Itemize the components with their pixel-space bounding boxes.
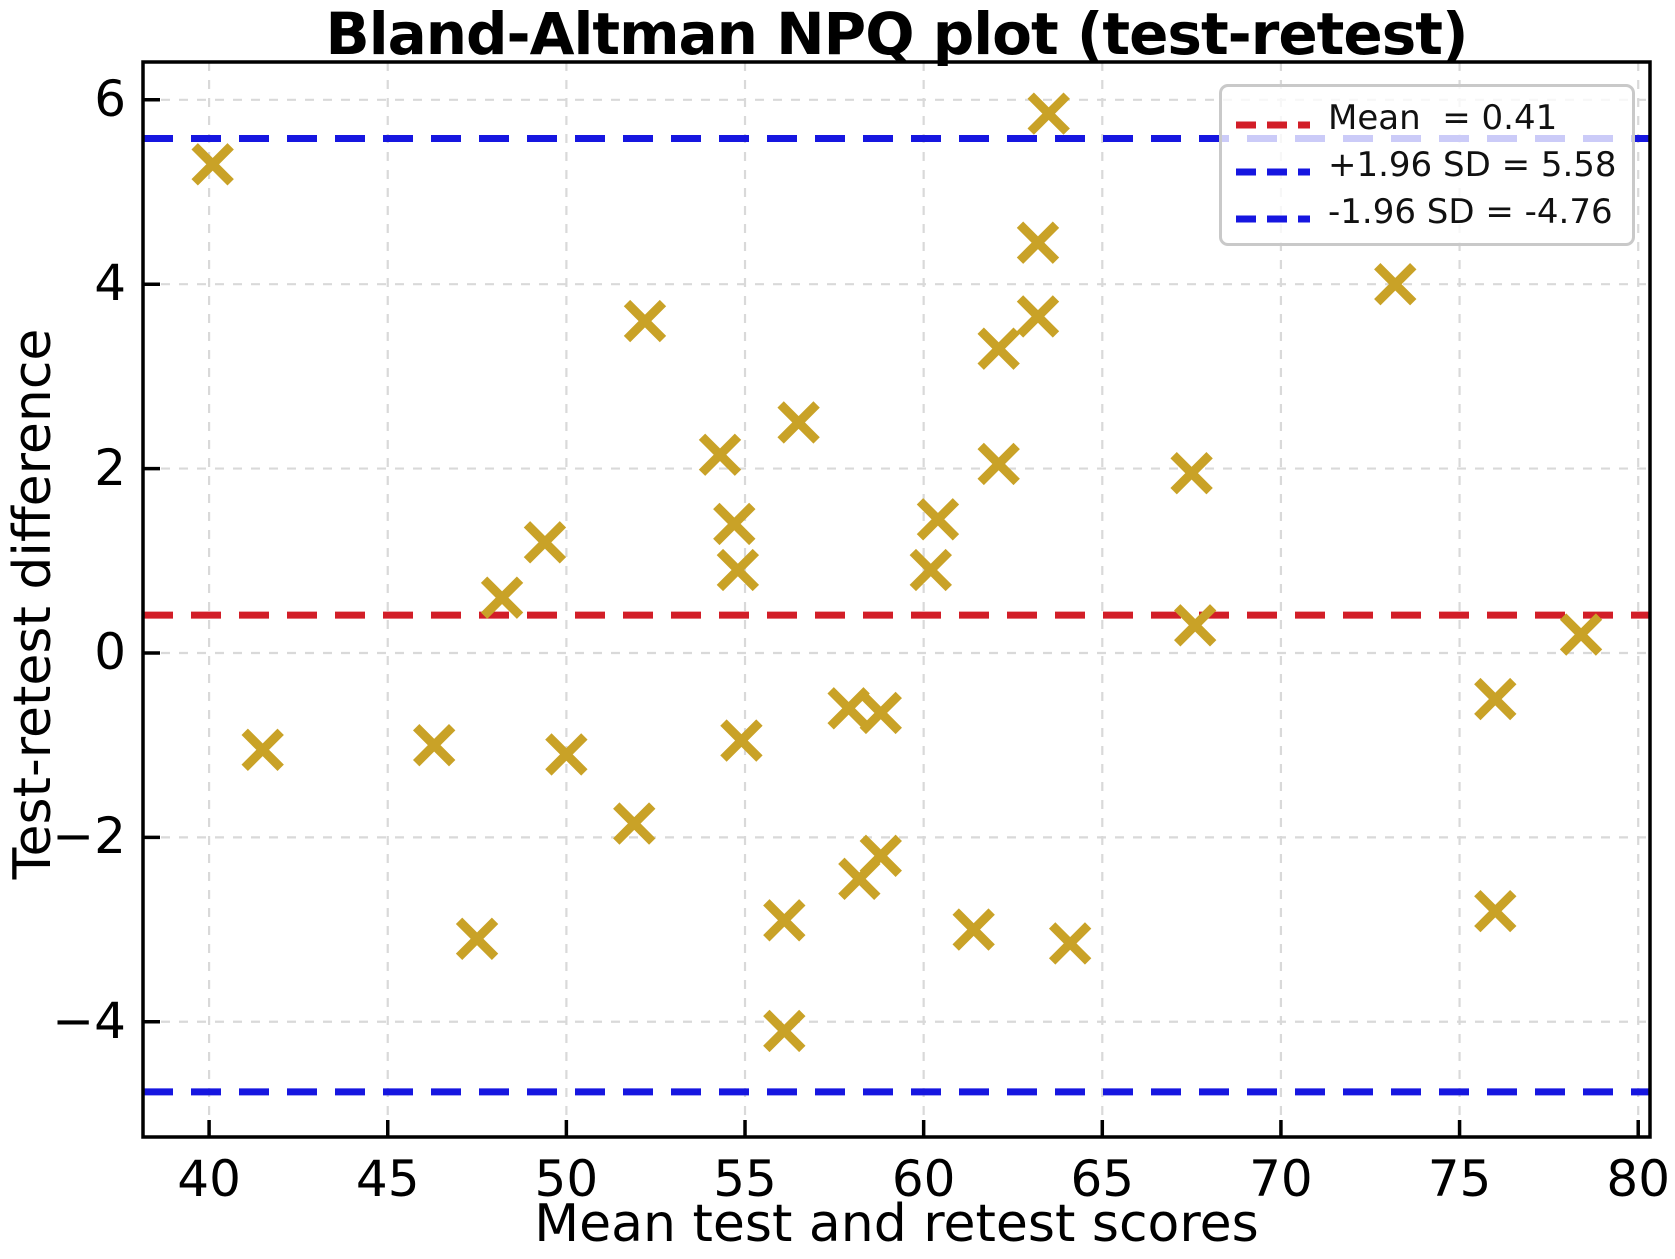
legend-label-upper-loa: +1.96 SD = 5.58 bbox=[1328, 144, 1617, 185]
data-point-marker bbox=[763, 899, 806, 942]
x-tick-label: 45 bbox=[355, 1150, 420, 1208]
data-point-marker bbox=[977, 327, 1020, 370]
data-point-marker bbox=[916, 498, 960, 541]
y-tick-label: 6 bbox=[94, 69, 126, 128]
lower-loa-line-swatch bbox=[1236, 208, 1310, 223]
x-axis-title: Mean test and retest scores bbox=[534, 1194, 1259, 1254]
data-point-marker bbox=[859, 691, 902, 735]
upper-loa-line-swatch bbox=[1236, 161, 1310, 176]
x-tick-label: 50 bbox=[534, 1150, 599, 1208]
data-point-marker bbox=[613, 802, 656, 845]
mean-line-swatch bbox=[1236, 114, 1310, 129]
y-axis-title: Test-retest difference bbox=[3, 328, 63, 880]
data-point-marker bbox=[545, 733, 588, 776]
data-point-marker bbox=[977, 442, 1020, 486]
legend-item-lower-loa: -1.96 SD = -4.76 bbox=[1236, 192, 1618, 232]
legend-item-mean: Mean = 0.41 bbox=[1236, 98, 1618, 138]
data-point-marker bbox=[191, 143, 234, 186]
data-point-marker bbox=[1559, 613, 1603, 656]
data-point-marker bbox=[1016, 295, 1060, 338]
data-point-marker bbox=[623, 299, 667, 343]
data-point-marker bbox=[523, 521, 567, 564]
x-tick-label: 55 bbox=[713, 1150, 777, 1208]
y-tick-label: 0 bbox=[94, 622, 126, 681]
x-tick-label: 80 bbox=[1606, 1150, 1671, 1208]
data-point-marker bbox=[698, 433, 742, 476]
data-point-marker bbox=[1027, 92, 1070, 135]
data-point-marker bbox=[763, 1009, 806, 1053]
y-tick-label: 2 bbox=[94, 438, 126, 497]
x-tick-label: 65 bbox=[1070, 1150, 1135, 1208]
data-point-marker bbox=[1474, 889, 1517, 933]
legend-item-upper-loa: +1.96 SD = 5.58 bbox=[1236, 145, 1618, 185]
data-point-marker bbox=[1016, 221, 1060, 264]
data-point-marker bbox=[777, 401, 820, 444]
data-point-marker bbox=[713, 502, 756, 546]
data-point-marker bbox=[827, 687, 870, 730]
data-point-marker bbox=[1048, 922, 1092, 965]
data-point-marker bbox=[859, 834, 902, 877]
legend-label-mean: Mean = 0.41 bbox=[1328, 98, 1558, 139]
data-point-marker bbox=[1374, 263, 1417, 306]
data-point-marker bbox=[1170, 452, 1213, 495]
data-point-marker bbox=[413, 723, 456, 767]
data-point-marker bbox=[716, 548, 760, 592]
y-tick-label: 4 bbox=[94, 254, 126, 313]
y-tick-label: −4 bbox=[52, 991, 126, 1050]
x-tick-label: 60 bbox=[891, 1150, 956, 1208]
data-point-marker bbox=[720, 719, 763, 762]
data-point-marker bbox=[909, 548, 952, 592]
data-point-marker bbox=[241, 728, 284, 771]
data-point-marker bbox=[480, 576, 524, 619]
legend-label-lower-loa: -1.96 SD = -4.76 bbox=[1328, 191, 1613, 232]
x-tick-label: 75 bbox=[1427, 1150, 1492, 1208]
plot-border bbox=[141, 60, 1652, 1139]
y-tick-label: −2 bbox=[52, 807, 126, 866]
chart-title: Bland-Altman NPQ plot (test-retest) bbox=[325, 0, 1468, 68]
data-point-marker bbox=[952, 908, 995, 951]
x-tick-label: 70 bbox=[1249, 1150, 1313, 1208]
legend: Mean = 0.41 +1.96 SD = 5.58 -1.96 SD = -… bbox=[1219, 84, 1635, 246]
x-tick-label: 40 bbox=[177, 1150, 241, 1208]
data-point-marker bbox=[455, 917, 499, 960]
data-point-marker bbox=[1173, 604, 1217, 647]
data-point-marker bbox=[1474, 677, 1517, 721]
